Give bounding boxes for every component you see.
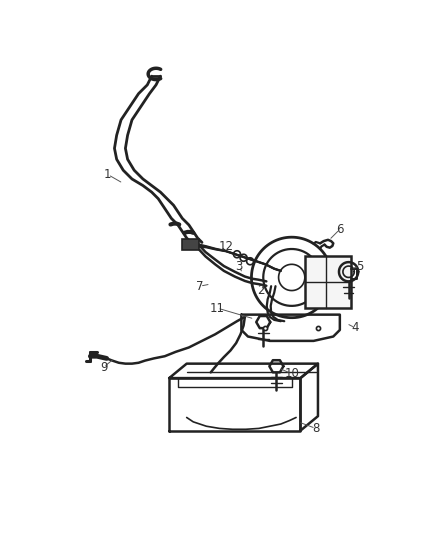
Text: 5: 5 [355,260,362,273]
Text: 3: 3 [235,260,242,273]
Text: 7: 7 [196,280,203,293]
Bar [182,239,198,250]
Text: 10: 10 [284,367,298,380]
Text: 6: 6 [336,223,343,236]
Text: 4: 4 [350,321,358,334]
Text: 9: 9 [99,361,107,374]
Text: 1: 1 [104,168,111,181]
Text: 12: 12 [218,240,233,253]
Text: 8: 8 [311,422,319,435]
Text: 11: 11 [209,302,224,314]
Text: 2: 2 [257,284,264,297]
Bar [304,255,350,308]
